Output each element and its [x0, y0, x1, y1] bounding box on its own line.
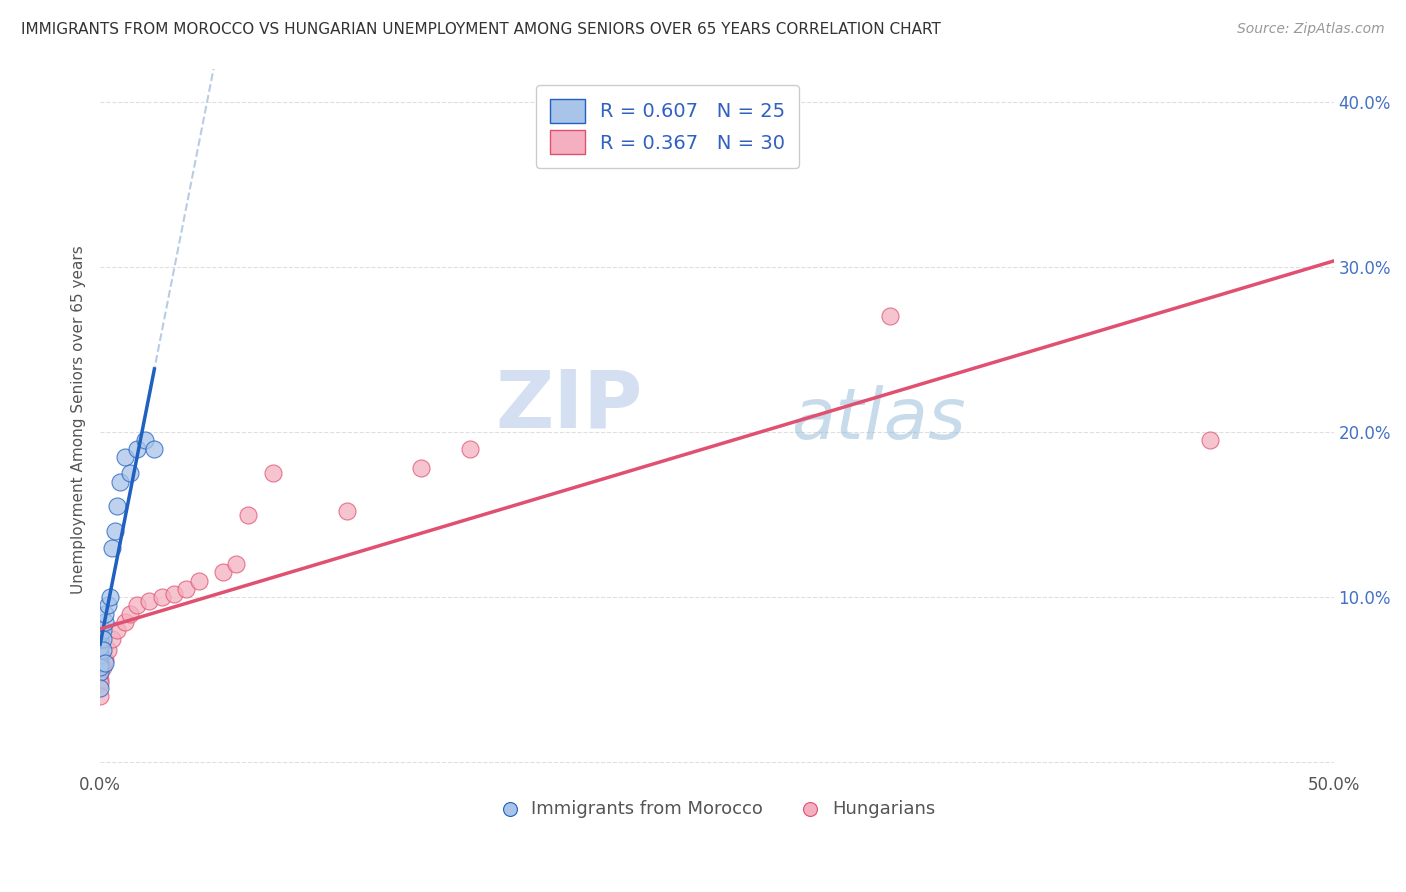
Point	[879, 310, 901, 324]
Point	[118, 467, 141, 481]
Text: atlas: atlas	[792, 385, 966, 454]
Point	[134, 434, 156, 448]
Point	[409, 461, 432, 475]
Point	[89, 640, 111, 654]
Point	[94, 615, 117, 629]
Point	[89, 665, 111, 679]
Point	[89, 676, 111, 690]
Text: IMMIGRANTS FROM MOROCCO VS HUNGARIAN UNEMPLOYMENT AMONG SENIORS OVER 65 YEARS CO: IMMIGRANTS FROM MOROCCO VS HUNGARIAN UNE…	[21, 22, 941, 37]
Point	[94, 657, 117, 671]
Point	[176, 582, 198, 596]
Point	[89, 657, 111, 671]
Point	[89, 690, 111, 704]
Point	[94, 653, 117, 667]
Point	[225, 557, 247, 571]
Point	[91, 624, 114, 638]
Point	[336, 504, 359, 518]
Point	[89, 659, 111, 673]
Point	[105, 624, 128, 638]
Point	[98, 591, 121, 605]
Text: Source: ZipAtlas.com: Source: ZipAtlas.com	[1237, 22, 1385, 37]
Point	[89, 673, 111, 687]
Point	[96, 599, 118, 613]
Point	[91, 659, 114, 673]
Point	[94, 607, 117, 621]
Point	[138, 593, 160, 607]
Point	[89, 681, 111, 695]
Point	[105, 500, 128, 514]
Point	[262, 467, 284, 481]
Point	[89, 648, 111, 662]
Point	[127, 442, 149, 456]
Point	[96, 643, 118, 657]
Y-axis label: Unemployment Among Seniors over 65 years: Unemployment Among Seniors over 65 years	[72, 245, 86, 594]
Point	[108, 475, 131, 489]
Point	[91, 643, 114, 657]
Point	[150, 591, 173, 605]
Point	[104, 524, 127, 538]
Point	[458, 442, 481, 456]
Point	[212, 566, 235, 580]
Point	[89, 665, 111, 679]
Point	[114, 450, 136, 464]
Point	[127, 599, 149, 613]
Point	[163, 587, 186, 601]
Point	[1199, 434, 1222, 448]
Legend: Immigrants from Morocco, Hungarians: Immigrants from Morocco, Hungarians	[492, 792, 942, 825]
Point	[89, 632, 111, 646]
Point	[143, 442, 166, 456]
Point	[101, 632, 124, 646]
Point	[89, 626, 111, 640]
Point	[114, 615, 136, 629]
Point	[89, 648, 111, 662]
Point	[187, 574, 209, 588]
Point	[236, 508, 259, 522]
Point	[91, 632, 114, 646]
Point	[89, 636, 111, 650]
Point	[89, 657, 111, 671]
Text: ZIP: ZIP	[496, 367, 643, 444]
Point	[118, 607, 141, 621]
Point	[101, 541, 124, 555]
Point	[89, 643, 111, 657]
